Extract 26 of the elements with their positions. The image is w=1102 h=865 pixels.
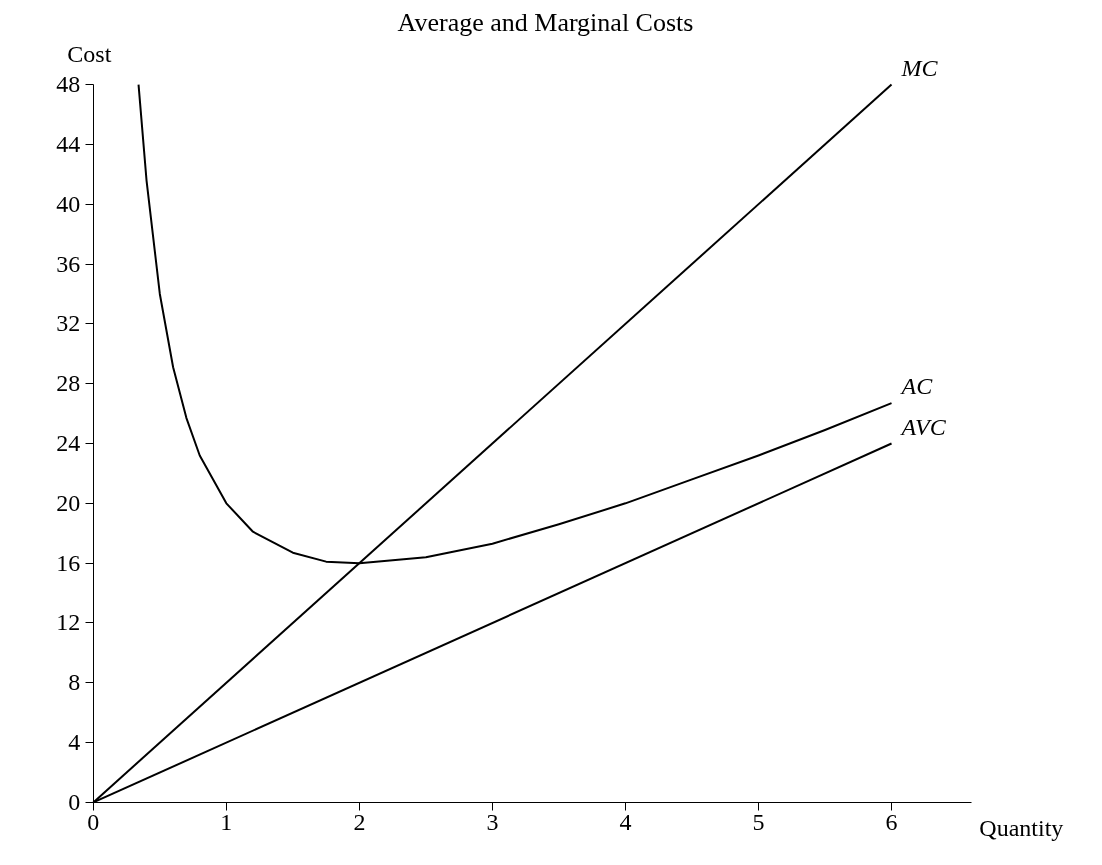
y-tick-label: 24	[56, 430, 81, 456]
y-tick-label: 16	[56, 549, 81, 576]
x-tick-label: 1	[220, 809, 233, 836]
y-tick-label: 28	[56, 370, 81, 397]
y-tick-label: 32	[56, 310, 81, 337]
x-tick-label: 4	[619, 809, 632, 836]
y-tick-label: 4	[68, 729, 81, 756]
y-tick-label: 36	[56, 250, 81, 277]
y-tick-label: 8	[68, 669, 81, 696]
y-tick-label: 0	[68, 788, 81, 815]
x-tick-label: 0	[87, 809, 100, 836]
y-axis-title: Cost	[67, 40, 112, 67]
x-tick-label: 2	[353, 809, 366, 836]
y-tick-label: 40	[56, 190, 81, 217]
series-label: MC	[900, 54, 939, 81]
y-tick-label: 44	[56, 130, 81, 157]
y-tick-label: 20	[56, 489, 81, 516]
series-label: AC	[899, 373, 934, 400]
x-tick-label: 3	[486, 809, 499, 836]
y-tick-label: 48	[56, 71, 81, 98]
x-tick-label: 6	[885, 809, 898, 836]
series-label: AVC	[899, 413, 947, 440]
x-axis-title: Quantity	[979, 815, 1064, 842]
x-tick-label: 5	[752, 809, 765, 836]
chart-title: Average and Marginal Costs	[397, 7, 694, 37]
y-tick-label: 12	[56, 609, 81, 636]
